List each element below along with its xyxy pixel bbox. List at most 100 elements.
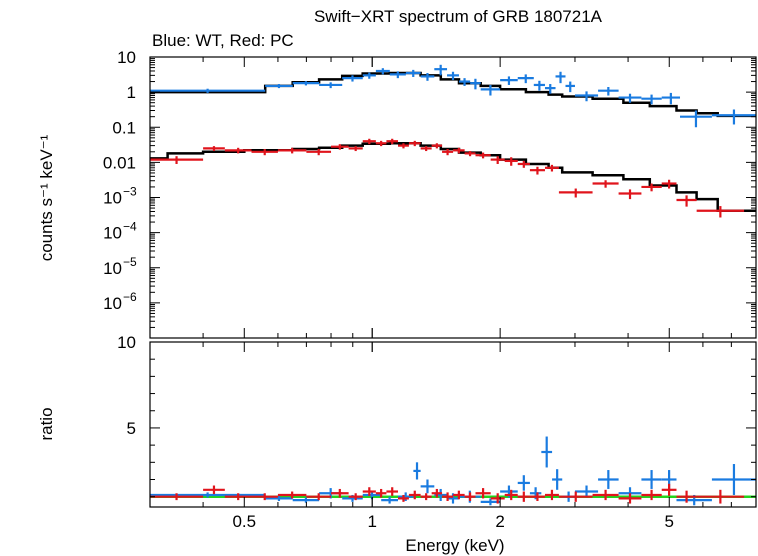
data-point-pc xyxy=(641,183,662,192)
ratio-point-pc xyxy=(150,493,204,501)
data-point-pc xyxy=(464,151,476,157)
y-tick-label: 0.1 xyxy=(112,118,136,137)
ratio-y-tick-label: 10 xyxy=(117,333,136,352)
y-tick-exponent: −4 xyxy=(123,220,137,234)
data-point-wt xyxy=(565,81,575,93)
ratio-point-pc xyxy=(464,492,476,501)
ratio-point-pc xyxy=(504,489,518,501)
x-axis-label: Energy (keV) xyxy=(405,536,504,555)
data-point-pc xyxy=(504,157,518,166)
ratio-point-pc xyxy=(544,489,559,501)
data-point-pc xyxy=(306,149,332,156)
data-point-wt xyxy=(265,84,293,89)
data-point-pc xyxy=(453,147,465,154)
ratio-point-pc xyxy=(661,483,677,496)
ratio-panel: 5 10 0.5 1 2 5 xyxy=(117,333,757,531)
ratio-point-pc xyxy=(558,491,593,502)
ratio-y-label: ratio xyxy=(37,407,56,440)
ratio-point-pc xyxy=(529,492,545,501)
data-point-wt xyxy=(362,72,376,79)
x-tick-label: 1 xyxy=(367,512,376,531)
data-point-wt xyxy=(661,92,681,105)
ratio-point-wt xyxy=(150,492,266,498)
y-tick-label: 10 xyxy=(117,48,136,67)
data-point-wt xyxy=(598,86,619,96)
chart-subtitle: Blue: WT, Red: PC xyxy=(152,31,294,50)
ratio-point-wt xyxy=(398,492,414,501)
y-tick-exponent: −3 xyxy=(123,185,137,199)
ratio-point-pc xyxy=(475,488,491,499)
ratio-point-pc xyxy=(375,488,387,498)
data-point-pc xyxy=(544,164,559,172)
y-tick-label: 10 xyxy=(103,294,122,313)
data-point-wt xyxy=(500,76,518,85)
data-point-wt xyxy=(405,69,421,77)
ratio-point-pc xyxy=(277,491,307,499)
data-point-pc xyxy=(398,143,409,149)
data-point-wt xyxy=(292,81,320,86)
data-point-wt xyxy=(574,91,599,102)
ratio-point-pc xyxy=(362,487,376,496)
ratio-point-pc xyxy=(251,493,278,501)
data-point-pc xyxy=(475,152,491,159)
ratio-frame xyxy=(149,341,757,508)
model-step-line-pc xyxy=(150,142,756,212)
ratio-point-pc xyxy=(398,494,409,502)
ratio-point-pc xyxy=(408,490,421,500)
data-point-pc xyxy=(529,166,545,175)
data-point-wt xyxy=(680,110,712,128)
x-tick-label: 0.5 xyxy=(232,512,256,531)
chart-title: Swift−XRT spectrum of GRB 180721A xyxy=(314,7,603,26)
ratio-point-pc xyxy=(420,493,432,501)
ratio-point-wt xyxy=(517,475,530,491)
data-point-wt xyxy=(447,71,459,81)
data-point-pc xyxy=(558,188,593,198)
data-point-pc xyxy=(408,140,421,147)
data-point-pc xyxy=(490,156,505,164)
ratio-point-pc xyxy=(306,493,332,501)
data-point-pc xyxy=(348,146,363,152)
ratio-point-wt xyxy=(447,493,459,504)
x-tick-label: 5 xyxy=(665,512,674,531)
data-point-pc xyxy=(442,149,454,156)
ratio-point-wt xyxy=(420,479,435,494)
data-point-wt xyxy=(150,88,266,93)
data-point-pc xyxy=(517,160,530,168)
y-tick-exponent: −5 xyxy=(123,255,137,269)
ratio-point-pc xyxy=(224,493,252,501)
ratio-point-wt xyxy=(265,495,293,501)
data-point-pc xyxy=(150,156,204,164)
y-tick-label: 0.01 xyxy=(103,153,136,172)
data-point-pc xyxy=(696,206,745,218)
data-point-pc xyxy=(224,147,252,154)
ratio-point-pc xyxy=(442,492,454,501)
y-tick-label: 10 xyxy=(103,224,122,243)
data-point-wt xyxy=(319,82,343,89)
ratio-point-pc xyxy=(641,489,662,501)
data-point-pc xyxy=(277,147,307,154)
ratio-point-pc xyxy=(203,485,225,495)
y-tick-label: 10 xyxy=(103,189,122,208)
data-point-wt xyxy=(389,71,406,79)
ratio-point-pc xyxy=(490,493,505,504)
data-point-pc xyxy=(251,149,278,156)
data-point-wt xyxy=(342,75,363,82)
x-tick-label: 2 xyxy=(495,512,504,531)
data-point-pc xyxy=(331,144,349,150)
data-point-wt xyxy=(480,84,501,96)
data-point-wt xyxy=(618,93,642,103)
ratio-point-wt xyxy=(541,436,553,468)
data-point-wt xyxy=(420,73,435,81)
ratio-point-pc xyxy=(348,493,363,501)
y-tick-label: 1 xyxy=(127,83,136,102)
ratio-point-wt xyxy=(413,462,421,480)
ratio-y-tick-label: 5 xyxy=(127,419,136,438)
ratio-point-pc xyxy=(676,490,697,503)
ratio-point-pc xyxy=(592,489,619,501)
data-point-wt xyxy=(544,84,556,94)
ratio-point-wt xyxy=(641,470,662,489)
data-point-wt xyxy=(533,80,545,91)
data-point-wt xyxy=(641,94,662,105)
data-point-pc xyxy=(676,195,697,207)
